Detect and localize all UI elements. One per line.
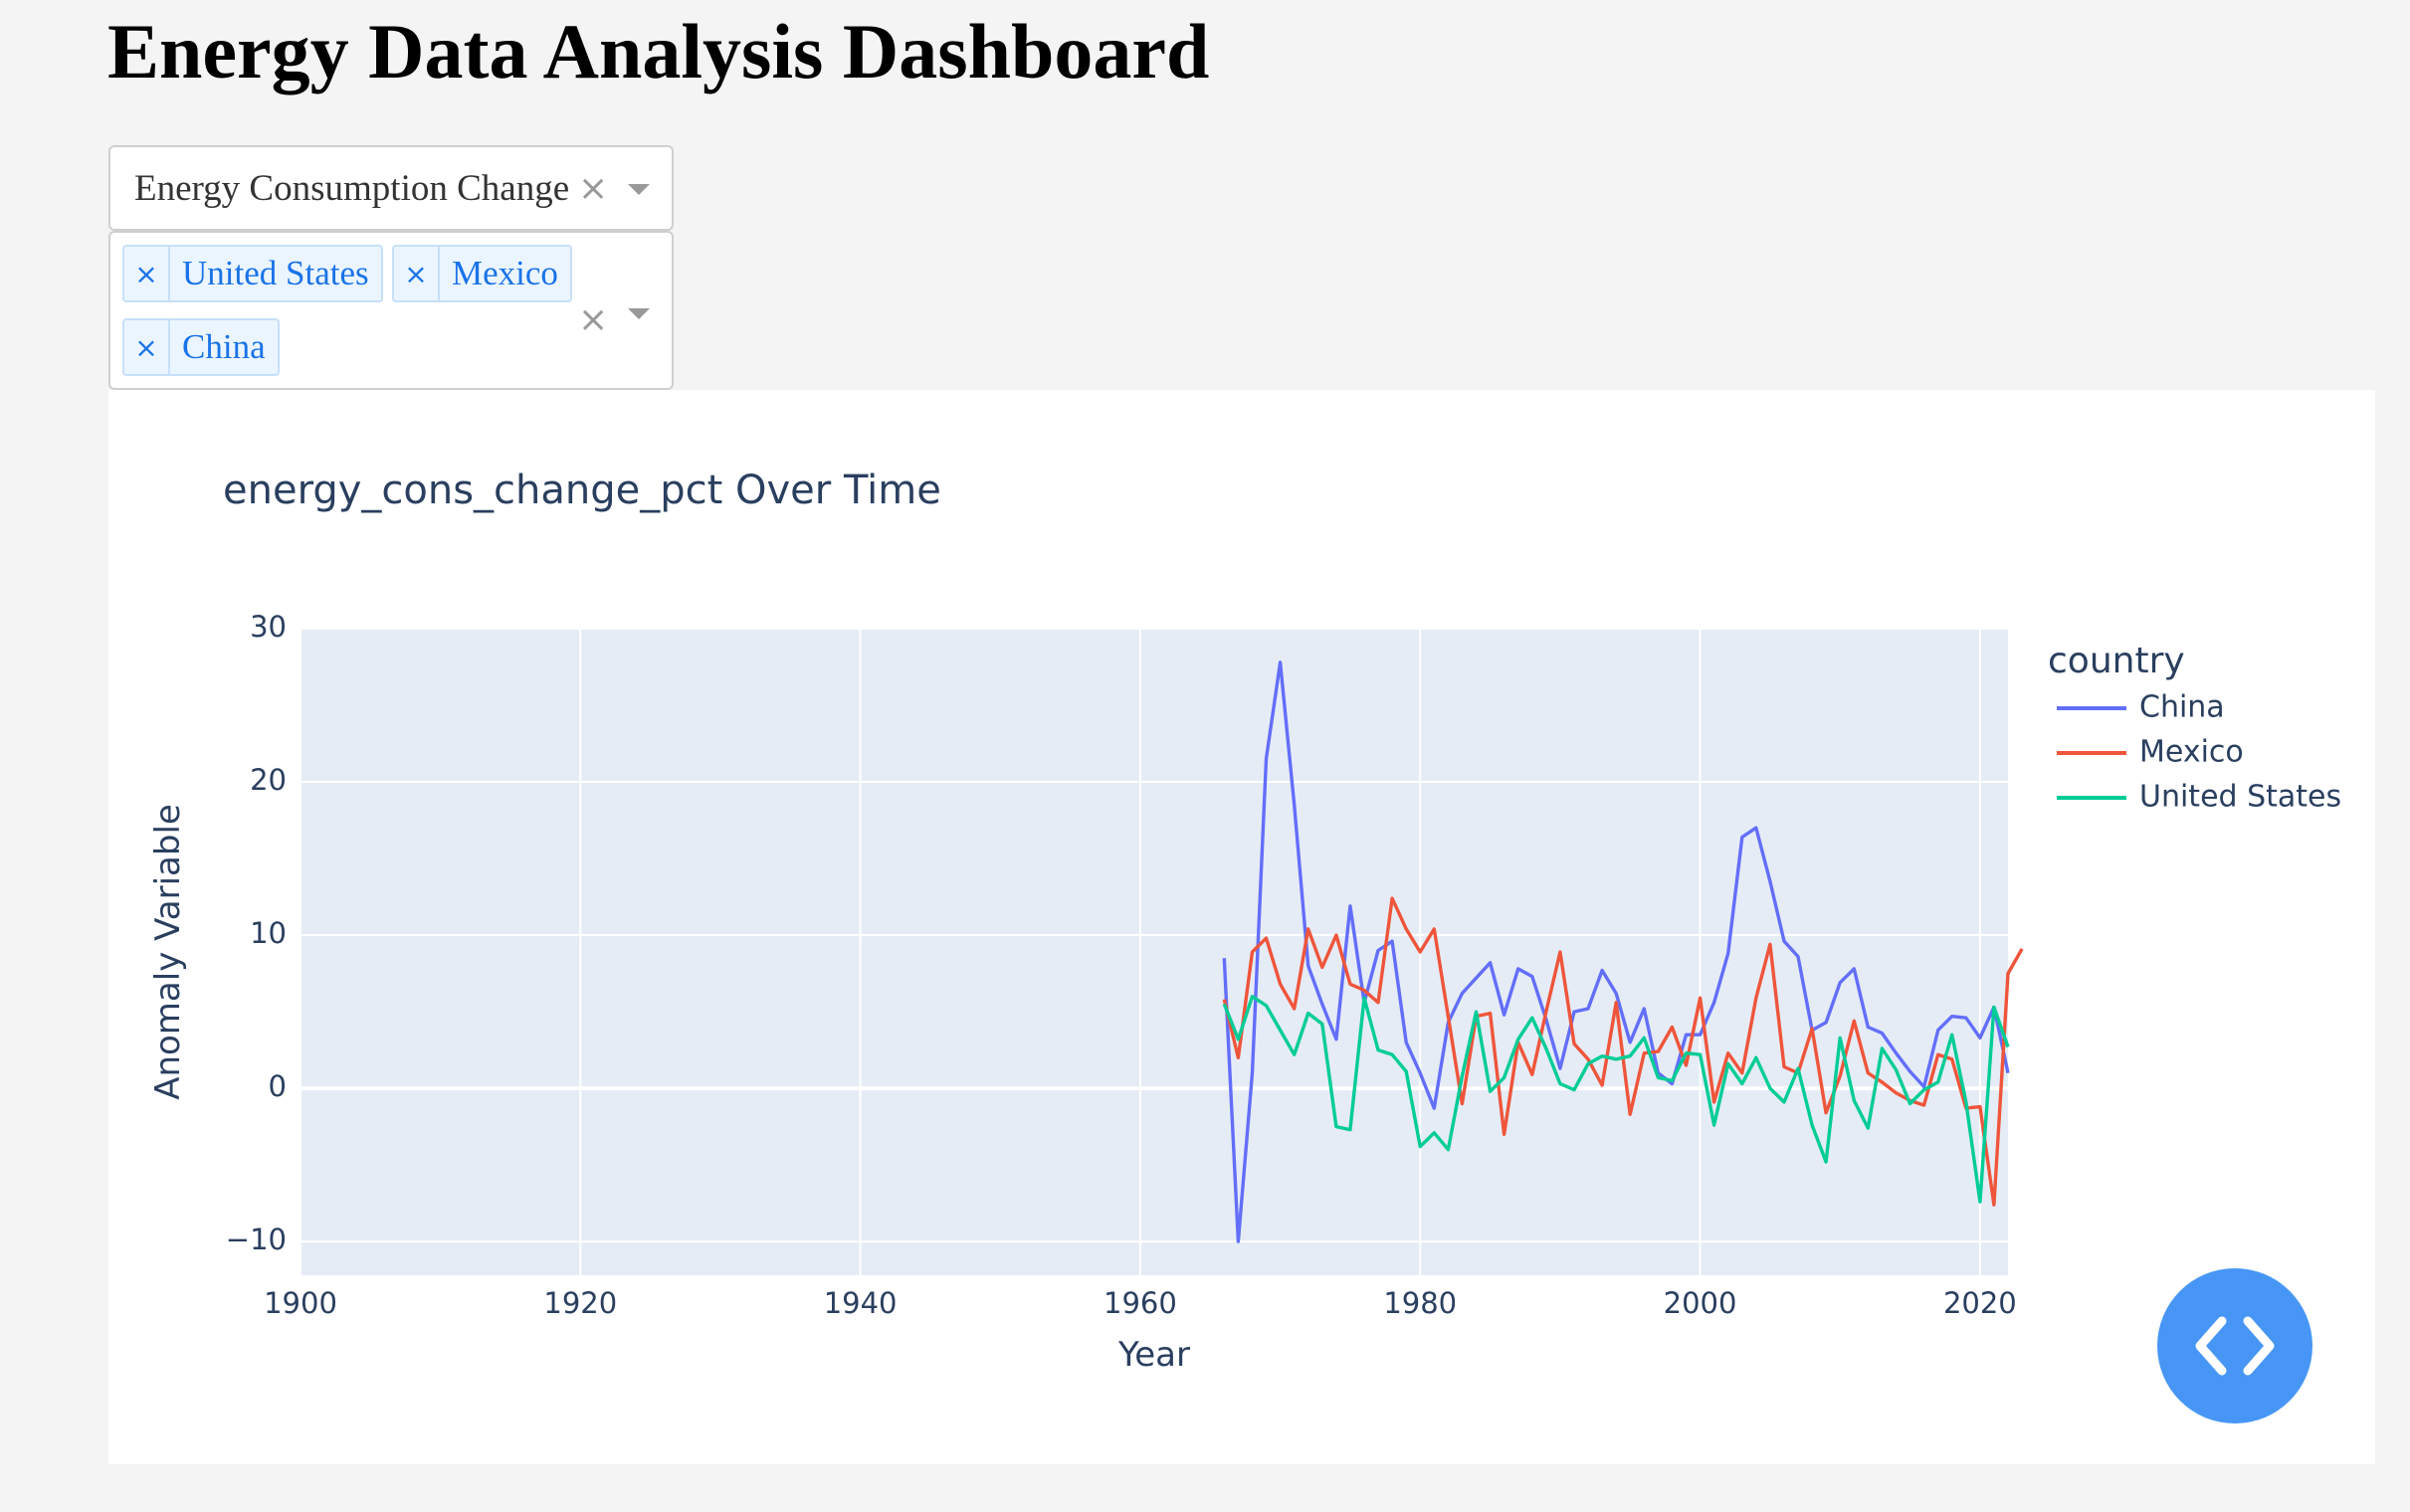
legend-label: Mexico	[2139, 735, 2244, 770]
y-tick-label: 10	[250, 916, 287, 950]
clear-icon[interactable]: ×	[578, 168, 609, 209]
x-axis-label: Year	[1117, 1335, 1190, 1375]
x-tick-label: 1900	[264, 1286, 337, 1320]
caret-down-icon[interactable]	[628, 308, 650, 319]
code-toggle-button[interactable]	[2157, 1268, 2312, 1423]
country-tag-label: United States	[182, 254, 369, 292]
x-tick-label: 2000	[1664, 1286, 1737, 1320]
series-lines	[1222, 661, 2024, 1243]
series-line-united-states	[1222, 995, 2010, 1204]
legend-label: China	[2139, 690, 2225, 725]
country-tag-mexico: × Mexico	[392, 245, 572, 302]
remove-tag-icon[interactable]: ×	[124, 247, 170, 300]
metric-dropdown[interactable]: Energy Consumption Change … ×	[108, 145, 674, 231]
x-tick-label: 1960	[1104, 1286, 1177, 1320]
x-tick-label: 2020	[1943, 1286, 2017, 1320]
y-tick-label: 20	[250, 763, 287, 797]
caret-down-icon[interactable]	[628, 184, 650, 195]
country-tag-label: Mexico	[452, 254, 558, 292]
page-title: Energy Data Analysis Dashboard	[107, 8, 1210, 94]
y-tick-label: −10	[226, 1223, 287, 1256]
country-tag-label: China	[182, 327, 266, 366]
remove-tag-icon[interactable]: ×	[124, 320, 170, 374]
chart-card: energy_cons_change_pct Over Time 1900 192…	[108, 390, 2375, 1464]
remove-tag-icon[interactable]: ×	[394, 247, 440, 300]
x-tick-label: 1980	[1383, 1286, 1457, 1320]
country-tag-china: × China	[122, 318, 280, 376]
plot-area	[301, 629, 2008, 1275]
country-multi-select[interactable]: × United States × Mexico × China ×	[108, 231, 674, 390]
x-tick-label: 1940	[824, 1286, 898, 1320]
y-tick-label: 30	[250, 610, 287, 644]
country-tag-united-states: × United States	[122, 245, 383, 302]
axis-ticks: 1900 1920 1940 1960 1980 2000 2020 −10 0 10 20 30	[226, 610, 2017, 1320]
line-chart[interactable]: energy_cons_change_pct Over Time 1900 192…	[108, 390, 2375, 1464]
clear-icon[interactable]: ×	[578, 299, 609, 340]
legend-label: United States	[2139, 780, 2341, 815]
x-tick-label: 1920	[543, 1286, 617, 1320]
code-brackets-icon	[2195, 1316, 2275, 1376]
series-line-china	[1222, 661, 2010, 1243]
legend-title: country	[2048, 641, 2185, 681]
legend[interactable]: China Mexico United States	[2057, 690, 2341, 815]
y-axis-label: Anomaly Variable	[148, 804, 188, 1100]
metric-dropdown-value: Energy Consumption Change …	[134, 168, 582, 209]
chart-title: energy_cons_change_pct Over Time	[223, 468, 941, 513]
y-tick-label: 0	[269, 1069, 287, 1103]
